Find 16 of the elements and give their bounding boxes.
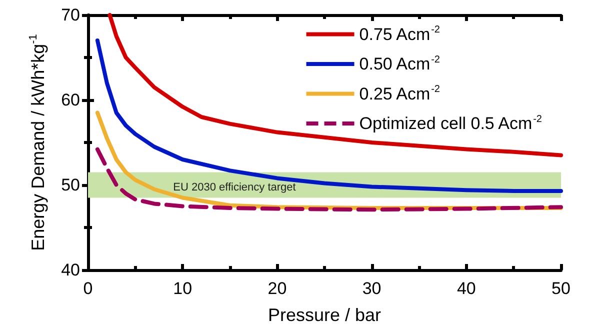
line-series <box>108 13 563 158</box>
line-series <box>95 38 563 193</box>
y-tick-label: 50 <box>61 176 80 194</box>
x-tick-label: 10 <box>173 279 192 298</box>
x-tick-label: 40 <box>456 279 476 298</box>
band-label: EU 2030 efficiency target <box>173 181 296 194</box>
x-tick-label: 0 <box>83 279 93 298</box>
x-tick-label: 30 <box>362 279 382 298</box>
x-tick-label: 50 <box>552 279 570 298</box>
line-series <box>95 147 563 212</box>
y-tick-label: 40 <box>61 260 80 280</box>
y-tick-label: 60 <box>61 90 80 110</box>
x-axis-title: Pressure / bar <box>268 305 382 325</box>
y-tick-label: 70 <box>61 6 80 24</box>
y-axis-title: Energy Demand / kWh*kg-1 <box>28 34 48 251</box>
x-tick-label: 20 <box>268 279 287 298</box>
